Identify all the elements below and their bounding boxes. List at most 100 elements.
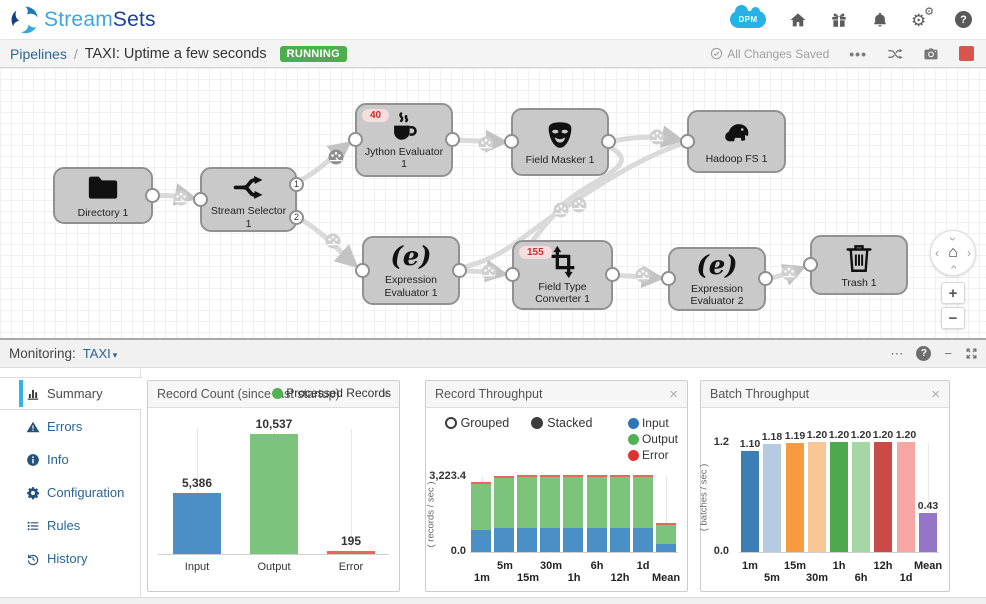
input-port[interactable] <box>355 262 370 278</box>
stack-error-15m[interactable] <box>517 475 537 477</box>
stack-input-5m[interactable] <box>494 528 514 552</box>
home-icon[interactable] <box>788 10 807 29</box>
pan-left-icon[interactable]: ‹ <box>935 246 939 260</box>
expand-icon[interactable] <box>965 347 978 360</box>
stack-input-1h[interactable] <box>563 528 583 552</box>
canvas-pan-control[interactable]: › › ‹ › ⌂ <box>930 230 976 276</box>
bar-30m[interactable] <box>808 442 826 552</box>
stack-output-1h[interactable] <box>563 477 583 528</box>
dpm-cloud-icon[interactable]: DPM <box>730 5 766 28</box>
help-icon[interactable]: ? <box>955 11 972 28</box>
stack-input-30m[interactable] <box>540 528 560 552</box>
bar-6h[interactable] <box>852 442 870 552</box>
close-icon[interactable]: × <box>381 385 390 403</box>
bar-1h[interactable] <box>830 442 848 552</box>
radio-stacked[interactable]: Stacked <box>531 416 592 430</box>
sidebar-item-history[interactable]: History <box>0 542 140 575</box>
pan-home-icon[interactable]: ⌂ <box>948 243 958 261</box>
output-port[interactable] <box>452 262 467 278</box>
input-port[interactable] <box>680 133 695 149</box>
stack-output-15m[interactable] <box>517 477 537 528</box>
stack-output-Mean[interactable] <box>656 525 676 544</box>
stack-output-6h[interactable] <box>587 477 607 528</box>
stage-node-expr2[interactable]: (e) Expression Evaluator 2 <box>661 247 773 311</box>
stage-node-masker[interactable]: Field Masker 1 <box>504 108 616 176</box>
stack-input-Mean[interactable] <box>656 544 676 552</box>
pan-right-icon[interactable]: › <box>967 246 971 260</box>
input-port[interactable] <box>348 132 363 147</box>
pan-down-icon[interactable]: › <box>946 265 960 269</box>
more-actions-icon[interactable]: ••• <box>849 45 867 62</box>
stack-error-30m[interactable] <box>540 475 560 477</box>
output-port[interactable] <box>758 271 773 286</box>
monitor-more-icon[interactable]: ⋯ <box>890 345 904 361</box>
horizontal-scrollbar[interactable] <box>0 597 986 604</box>
monitor-help-icon[interactable]: ? <box>916 346 932 361</box>
streamsets-logo[interactable]: StreamSets <box>10 5 156 35</box>
bar-input[interactable] <box>173 493 221 554</box>
radio-grouped[interactable]: Grouped <box>444 416 509 430</box>
stage-node-jython[interactable]: 40 Jython Evaluator 1 <box>348 103 460 177</box>
output-port-1[interactable]: 1 <box>289 177 304 192</box>
minimize-icon[interactable]: − <box>944 346 952 361</box>
output-port-2[interactable]: 2 <box>289 210 304 225</box>
pipeline-canvas[interactable]: Directory 1 Stream Selector 1 1 2 40 Jython E… <box>0 68 986 338</box>
stack-input-15m[interactable] <box>517 528 537 552</box>
stop-pipeline-button[interactable] <box>959 46 974 61</box>
bar-1m[interactable] <box>741 451 759 552</box>
camera-icon[interactable] <box>923 46 939 62</box>
stage-node-expr1[interactable]: (e) Expression Evaluator 1 <box>355 236 467 305</box>
gears-icon[interactable]: ⚙ ⚙ <box>911 5 934 30</box>
sidebar-item-info[interactable]: Info <box>0 443 140 476</box>
output-port[interactable] <box>145 187 160 203</box>
bell-icon[interactable] <box>870 10 889 29</box>
output-port[interactable] <box>605 267 620 282</box>
input-port[interactable] <box>661 271 676 286</box>
stack-input-12h[interactable] <box>610 528 630 552</box>
sidebar-item-summary[interactable]: Summary <box>0 377 142 410</box>
output-port[interactable] <box>445 132 460 147</box>
monitoring-pipeline-select[interactable]: TAXI ▾ <box>82 346 118 361</box>
stack-output-30m[interactable] <box>540 477 560 528</box>
close-icon[interactable]: × <box>669 385 678 403</box>
bar-error[interactable] <box>327 551 375 554</box>
sidebar-item-configuration[interactable]: Configuration <box>0 476 140 509</box>
stack-error-12h[interactable] <box>610 475 630 477</box>
bar-12h[interactable] <box>874 442 892 552</box>
breadcrumb-pipelines-link[interactable]: Pipelines <box>10 45 67 62</box>
input-port[interactable] <box>803 257 818 272</box>
bar-15m[interactable] <box>786 443 804 552</box>
stage-node-hadoop[interactable]: Hadoop FS 1 <box>680 110 786 173</box>
stack-error-1d[interactable] <box>633 475 653 477</box>
sidebar-item-errors[interactable]: Errors <box>0 410 140 443</box>
close-icon[interactable]: × <box>931 385 940 403</box>
stage-node-directory[interactable]: Directory 1 <box>53 167 160 224</box>
stack-output-1m[interactable] <box>471 484 491 530</box>
bar-output[interactable] <box>250 434 298 554</box>
input-port[interactable] <box>193 191 208 207</box>
gift-icon[interactable] <box>829 10 848 29</box>
bar-Mean[interactable] <box>919 513 937 552</box>
input-port[interactable] <box>504 134 519 149</box>
stack-input-6h[interactable] <box>587 528 607 552</box>
stack-error-Mean[interactable] <box>656 523 676 525</box>
stack-error-5m[interactable] <box>494 476 514 478</box>
shuffle-icon[interactable] <box>887 46 903 62</box>
sidebar-item-rules[interactable]: Rules <box>0 509 140 542</box>
zoom-in-button[interactable]: + <box>941 282 965 304</box>
stack-input-1m[interactable] <box>471 530 491 552</box>
stack-error-1h[interactable] <box>563 475 583 477</box>
stage-node-trash[interactable]: Trash 1 <box>803 235 908 295</box>
bar-1d[interactable] <box>897 442 915 552</box>
pan-up-icon[interactable]: › <box>946 237 960 241</box>
stack-output-12h[interactable] <box>610 477 630 528</box>
stack-error-1m[interactable] <box>471 482 491 484</box>
stage-node-ftc[interactable]: 155 Field Type Converter 1 <box>505 240 620 310</box>
output-port[interactable] <box>601 134 616 149</box>
stack-error-6h[interactable] <box>587 475 607 477</box>
zoom-out-button[interactable]: − <box>941 307 965 329</box>
stack-input-1d[interactable] <box>633 528 653 552</box>
input-port[interactable] <box>505 267 520 282</box>
stack-output-5m[interactable] <box>494 478 514 528</box>
